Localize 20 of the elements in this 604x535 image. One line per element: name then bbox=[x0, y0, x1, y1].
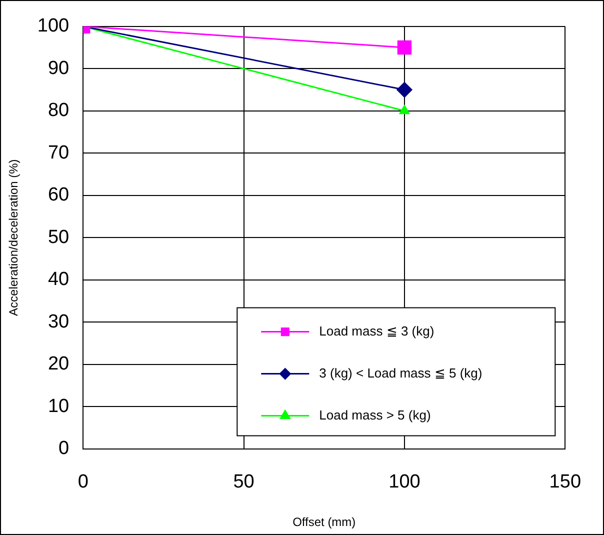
y-tick-label: 70 bbox=[48, 142, 70, 164]
x-tick-label: 100 bbox=[388, 471, 420, 492]
y-tick-label: 40 bbox=[48, 269, 70, 290]
legend-label: Load mass > 5 (kg) bbox=[319, 407, 431, 422]
y-tick-label: 0 bbox=[58, 438, 70, 460]
y-tick-label: 30 bbox=[48, 311, 70, 332]
x-axis-title: Offset (mm) bbox=[292, 515, 356, 530]
y-tick-label: 50 bbox=[48, 226, 70, 248]
legend-label: 3 (kg) < Load mass ≦ 5 (kg) bbox=[319, 365, 482, 380]
y-tick-label: 80 bbox=[48, 100, 70, 122]
x-tick-label: 150 bbox=[549, 471, 581, 492]
y-tick-label: 20 bbox=[48, 354, 70, 375]
y-tick-label: 100 bbox=[37, 16, 70, 37]
y-tick-label: 60 bbox=[48, 184, 70, 206]
x-tick-label: 50 bbox=[233, 471, 254, 492]
y-axis-title: Acceleration/deceleration (%) bbox=[6, 159, 21, 316]
legend-label: Load mass ≦ 3 (kg) bbox=[319, 323, 434, 338]
y-tick-label: 10 bbox=[48, 396, 70, 417]
x-tick-label: 0 bbox=[78, 471, 88, 492]
y-tick-label: 90 bbox=[48, 58, 70, 79]
